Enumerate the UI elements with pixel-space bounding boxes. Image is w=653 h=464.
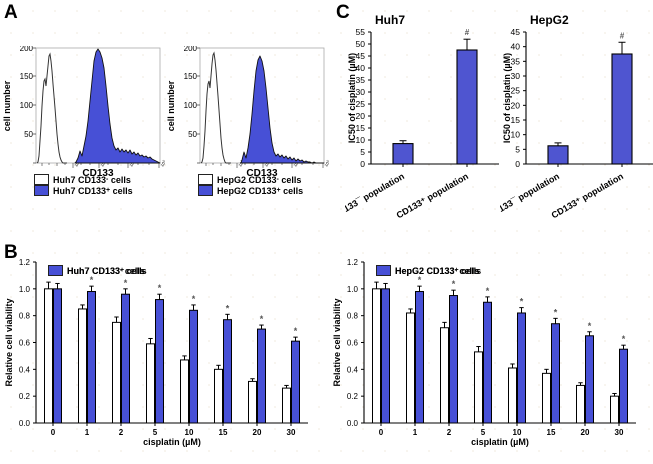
svg-text:0.0: 0.0 <box>19 419 31 428</box>
svg-text:*: * <box>520 297 524 307</box>
svg-text:IC50 of cisplatin (µM): IC50 of cisplatin (µM) <box>347 53 357 143</box>
svg-text:cell number: cell number <box>166 80 176 131</box>
svg-text:50: 50 <box>356 39 366 49</box>
svg-text:0.0: 0.0 <box>347 419 359 428</box>
svg-text:1.0: 1.0 <box>347 285 359 294</box>
svg-text:0.8: 0.8 <box>19 312 31 321</box>
svg-text:5: 5 <box>515 144 520 154</box>
svg-text:cell number: cell number <box>2 80 12 131</box>
svg-text:0.2: 0.2 <box>19 392 31 401</box>
svg-text:30: 30 <box>615 428 624 437</box>
svg-text:*: * <box>418 275 422 285</box>
svg-text:1: 1 <box>413 428 418 437</box>
svg-text:100: 100 <box>184 101 198 110</box>
svg-text:0.4: 0.4 <box>347 365 359 374</box>
svg-text:30: 30 <box>287 428 296 437</box>
svg-text:5: 5 <box>153 428 158 437</box>
svg-text:#: # <box>465 28 470 37</box>
svg-text:*: * <box>260 314 264 324</box>
svg-text:Relative cell viability: Relative cell viability <box>4 298 14 386</box>
svg-text:20: 20 <box>581 428 590 437</box>
svg-text:0: 0 <box>379 428 384 437</box>
svg-text:0: 0 <box>515 159 520 169</box>
svg-text:150: 150 <box>20 72 34 81</box>
svg-text:55: 55 <box>356 27 366 37</box>
svg-text:*: * <box>158 283 162 293</box>
svg-text:40: 40 <box>511 42 521 52</box>
svg-text:100: 100 <box>20 101 34 110</box>
svg-text:*: * <box>622 334 626 344</box>
svg-text:0: 0 <box>51 428 56 437</box>
svg-text:0.2: 0.2 <box>347 392 359 401</box>
svg-text:*: * <box>452 279 456 289</box>
svg-text:200: 200 <box>20 46 34 53</box>
svg-text:50: 50 <box>24 130 33 139</box>
svg-text:1.0: 1.0 <box>19 285 31 294</box>
svg-text:20: 20 <box>253 428 262 437</box>
svg-text:*: * <box>124 278 128 288</box>
svg-text:5: 5 <box>481 428 486 437</box>
svg-text:150: 150 <box>184 72 198 81</box>
svg-text:50: 50 <box>188 130 197 139</box>
svg-text:200: 200 <box>184 46 198 53</box>
svg-text:HepG2: HepG2 <box>530 14 569 27</box>
svg-text:*: * <box>226 303 230 313</box>
svg-text:0.6: 0.6 <box>347 339 359 348</box>
svg-text:Huh7: Huh7 <box>375 14 405 27</box>
svg-text:*: * <box>90 275 94 285</box>
svg-text:0.4: 0.4 <box>19 365 31 374</box>
svg-text:*: * <box>554 307 558 317</box>
svg-text:#: # <box>620 31 625 40</box>
svg-text:IC50 of cisplatin (µM): IC50 of cisplatin (µM) <box>502 53 512 143</box>
svg-text:15: 15 <box>219 428 228 437</box>
svg-text:CD133⁺ population: CD133⁺ population <box>395 171 470 219</box>
svg-text:1: 1 <box>85 428 90 437</box>
svg-text:0.8: 0.8 <box>347 312 359 321</box>
svg-text:45: 45 <box>511 27 521 37</box>
svg-text:10: 10 <box>513 428 522 437</box>
svg-text:0.6: 0.6 <box>19 339 31 348</box>
svg-text:cisplatin (µM): cisplatin (µM) <box>143 437 201 447</box>
svg-text:*: * <box>486 286 490 296</box>
svg-text:2: 2 <box>447 428 452 437</box>
svg-text:0: 0 <box>360 159 365 169</box>
svg-text:2: 2 <box>119 428 124 437</box>
svg-text:CD133⁺ population: CD133⁺ population <box>550 171 625 219</box>
svg-text:1.2: 1.2 <box>347 258 359 267</box>
svg-text:Relative cell viability: Relative cell viability <box>332 298 342 386</box>
svg-text:15: 15 <box>547 428 556 437</box>
svg-text:*: * <box>192 294 196 304</box>
svg-text:5: 5 <box>360 147 365 157</box>
svg-text:cisplatin (µM): cisplatin (µM) <box>471 437 529 447</box>
svg-text:10: 10 <box>185 428 194 437</box>
svg-text:1.2: 1.2 <box>19 258 31 267</box>
svg-text:*: * <box>588 321 592 331</box>
svg-text:*: * <box>294 326 298 336</box>
